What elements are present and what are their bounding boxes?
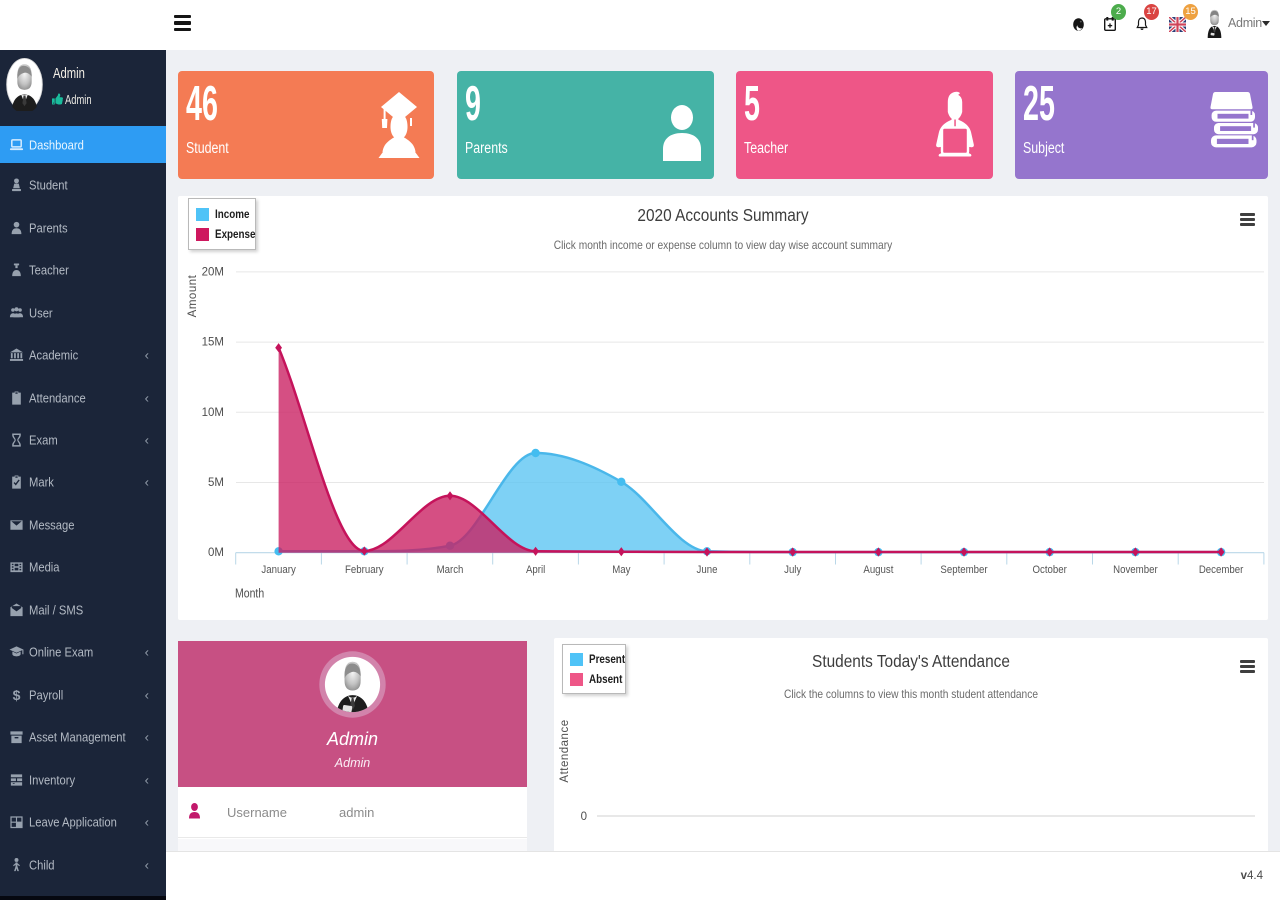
svg-text:July: July — [784, 563, 802, 576]
svg-text:January: January — [261, 563, 296, 576]
svg-text:August: August — [863, 563, 893, 576]
svg-text:October: October — [1033, 563, 1068, 576]
svg-text:15M: 15M — [202, 337, 224, 349]
svg-text:0M: 0M — [208, 547, 224, 559]
svg-text:November: November — [1113, 563, 1158, 576]
svg-text:May: May — [612, 563, 631, 576]
svg-text:March: March — [437, 563, 464, 576]
svg-text:5M: 5M — [208, 477, 224, 489]
svg-text:September: September — [940, 563, 988, 576]
svg-text:June: June — [697, 563, 718, 576]
svg-text:December: December — [1199, 563, 1244, 576]
svg-text:10M: 10M — [202, 407, 224, 419]
svg-text:0: 0 — [581, 811, 587, 823]
svg-text:$: $ — [13, 687, 21, 702]
svg-text:Month: Month — [235, 588, 264, 601]
svg-text:20M: 20M — [202, 266, 224, 278]
svg-text:April: April — [526, 563, 545, 576]
svg-text:February: February — [345, 563, 384, 576]
svg-text:Attendance: Attendance — [559, 719, 571, 782]
svg-text:Amount: Amount — [187, 274, 199, 317]
